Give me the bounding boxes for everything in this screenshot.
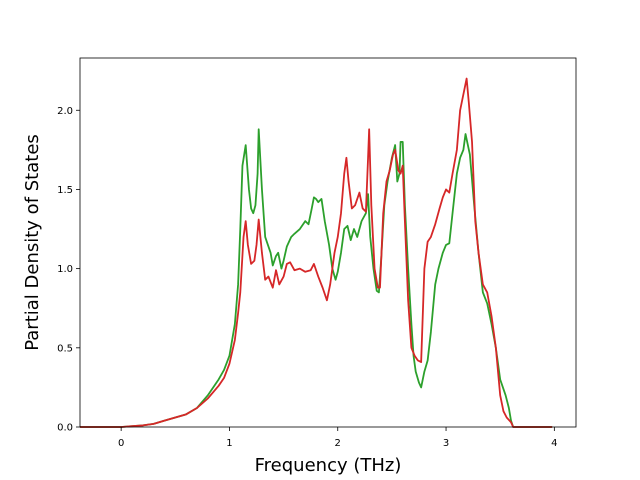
x-tick-label: 1 (226, 438, 232, 449)
plot-area: 0 1 2 3 4 0.0 0.5 1.0 1.5 2.0 (57, 57, 577, 449)
series-layer (80, 77, 553, 428)
y-tick-label: 0.0 (57, 423, 73, 434)
x-axis-ticks: 0 1 2 3 4 (118, 427, 558, 449)
series-line-1 (80, 128, 553, 428)
x-axis-label: Frequency (THz) (255, 455, 402, 476)
axes-frame (79, 57, 577, 428)
y-tick-label: 2.0 (57, 106, 73, 117)
y-axis-label: Partial Density of States (22, 134, 43, 351)
y-tick-label: 1.5 (57, 185, 73, 196)
y-tick-label: 0.5 (57, 343, 73, 354)
x-tick-label: 2 (335, 438, 341, 449)
x-tick-label: 3 (443, 438, 449, 449)
x-tick-label: 4 (551, 438, 557, 449)
y-tick-label: 1.0 (57, 264, 73, 275)
x-tick-label: 0 (118, 438, 124, 449)
y-axis-ticks: 0.0 0.5 1.0 1.5 2.0 (57, 106, 80, 434)
series-line-2 (80, 77, 553, 428)
